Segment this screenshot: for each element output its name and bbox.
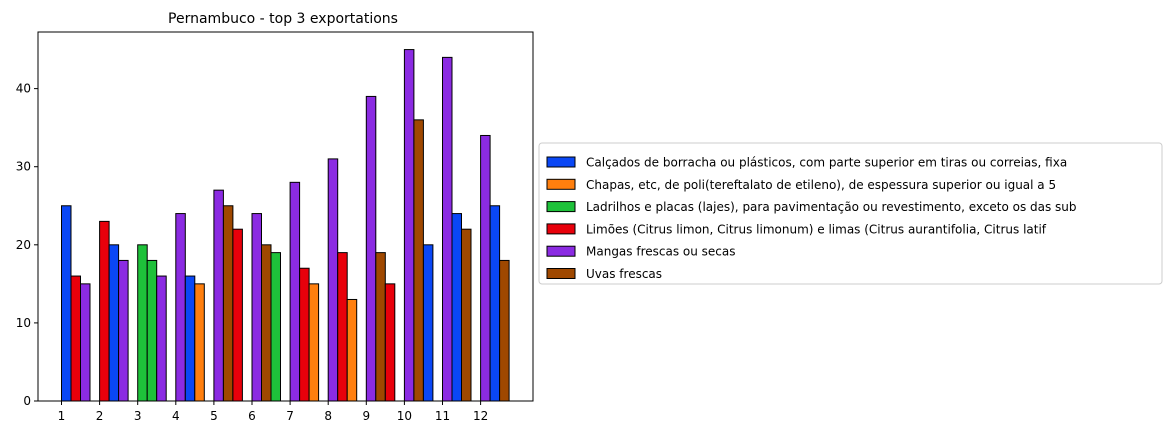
bar-month-3-3 [156,275,167,402]
x-tick-label: 7 [286,409,294,423]
bar-month-11-1 [442,56,453,402]
bars-layer [61,49,510,402]
bar-month-2-2 [108,244,120,402]
bar-month-2-3 [118,259,129,402]
bar-month-10-3 [422,244,434,402]
bar-month-1-1 [61,205,72,402]
x-axis: 1 2 3 4 5 6 7 8 9 10 11 12 [58,401,488,423]
x-tick-label: 4 [172,409,180,423]
bar-month-7-3 [308,283,320,402]
legend-swatch [546,245,576,257]
bar-month-11-2 [451,213,462,402]
y-tick-label: 0 [23,394,31,408]
bar-month-9-2 [375,252,386,402]
x-tick-label: 3 [134,409,142,423]
legend-frame [538,142,1163,285]
x-tick-label: 9 [362,409,370,423]
bar-month-6-2 [261,244,272,402]
bar-month-5-3 [232,228,243,402]
legend-swatch [546,156,576,168]
x-tick-label: 8 [324,409,332,423]
bar-month-2-1 [99,220,110,402]
y-axis: 0 10 20 30 40 [16,82,38,408]
bar-month-12-1 [480,134,491,402]
legend-swatch [546,268,576,279]
bar-month-4-1 [175,213,186,402]
bar-month-8-3 [346,298,358,402]
bar-month-4-3 [194,283,205,402]
x-tick-label: 10 [397,409,412,423]
bar-month-11-3 [461,228,472,402]
legend-label: Uvas frescas [586,267,662,281]
bar-month-9-3 [384,283,396,402]
bar-month-9-1 [365,95,377,402]
plot-frame [37,31,534,402]
legend: Calçados de borracha ou plásticos, com p… [538,142,1163,285]
x-tick-label: 12 [473,409,488,423]
bar-month-5-1 [213,189,224,402]
bar-month-1-3 [80,283,91,402]
bar-month-12-3 [499,259,510,402]
y-tick-label: 30 [16,160,31,174]
legend-label: Chapas, etc, de poli(tereftalato de etil… [586,178,1056,192]
bar-month-7-1 [289,181,301,402]
y-tick-label: 40 [16,82,31,96]
bar-month-6-1 [251,213,262,402]
legend-label: Limões (Citrus limon, Citrus limonum) e … [586,222,1047,236]
bar-month-3-1 [137,244,148,402]
bar-month-4-2 [184,275,196,402]
x-tick-label: 11 [435,409,450,423]
y-tick-label: 10 [16,316,31,330]
bar-month-12-2 [489,205,501,402]
legend-swatch [546,178,576,190]
bar-month-1-2 [70,275,81,402]
legend-label: Calçados de borracha ou plásticos, com p… [586,156,1067,170]
bar-month-6-3 [270,252,281,402]
bar-month-10-2 [413,119,424,402]
legend-label: Mangas frescas ou secas [586,245,736,259]
x-tick-label: 5 [210,409,218,423]
x-tick-label: 2 [96,409,104,423]
bar-month-3-2 [146,259,158,402]
bar-month-8-2 [337,252,348,402]
bar-month-7-2 [299,267,310,402]
y-tick-label: 20 [16,238,31,252]
legend-swatch [546,223,576,235]
legend-swatch [546,201,576,213]
bar-month-5-2 [222,205,234,402]
legend-label: Ladrilhos e placas (lajes), para pavimen… [586,200,1077,214]
x-tick-label: 6 [248,409,256,423]
x-tick-label: 1 [58,409,66,423]
chart-title: Pernambuco - top 3 exportations [168,11,398,27]
bar-month-8-1 [327,158,339,402]
bar-month-10-1 [403,49,415,402]
